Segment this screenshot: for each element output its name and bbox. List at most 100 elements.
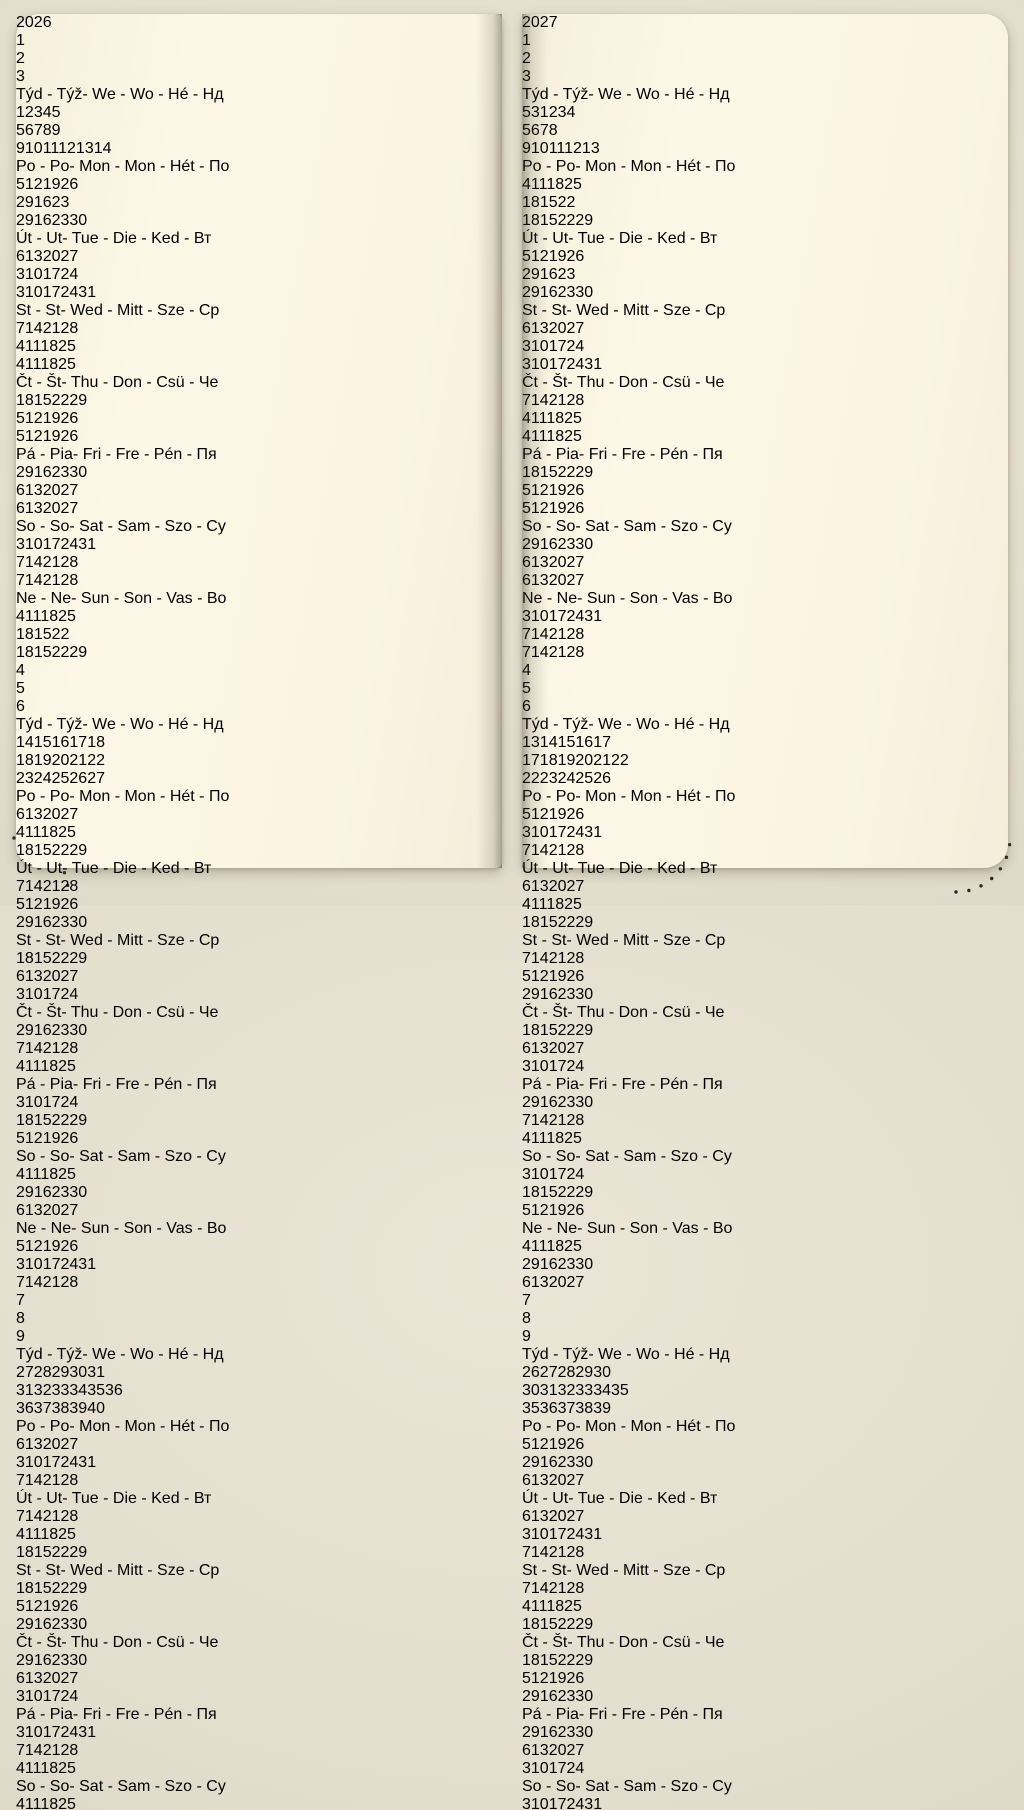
date-cell: 6 (522, 1472, 531, 1489)
month-9-cells: 3101724 (16, 1688, 502, 1706)
date-cell: 3 (16, 266, 25, 283)
week-number-cell: 33 (51, 1382, 70, 1399)
date-cell: 1 (522, 1652, 531, 1669)
row-label-primary: Po - Po (16, 158, 70, 175)
date-cell: 13 (530, 320, 549, 337)
month-8-cells: 5121926 (522, 1670, 1008, 1688)
row-label-primary: Po - Po (522, 788, 576, 805)
date-cell: 11 (24, 1166, 41, 1183)
week-number-cell: 15 (557, 734, 576, 751)
month-number: 9 (522, 1328, 531, 1345)
date-cell: 7 (16, 554, 25, 571)
date-cell: 21 (42, 572, 61, 589)
date-cell: 30 (575, 986, 594, 1003)
date-cell: 15 (33, 392, 52, 409)
month-9-cells: 29162330 (16, 1616, 502, 1634)
row-label: St - St- Wed - Mitt - Sze - Ср (522, 302, 1008, 320)
row-label-primary: St - St (522, 932, 567, 949)
weekday-row: Út - Ut- Tue - Die - Ked - Вт 5121926 2916… (522, 230, 1008, 302)
sunday-date-cell: 4 (16, 608, 25, 625)
date-cell: 7 (522, 950, 531, 967)
month-5-cells: 18152229 (522, 1184, 1008, 1202)
date-cell: 4 (16, 338, 25, 355)
date-cell: 22 (557, 212, 576, 229)
row-label: So - So- Sat - Sam - Szo - Су (16, 1778, 502, 1796)
month-3-cells: 29162330 (522, 284, 1008, 302)
date-cell: 26 (566, 482, 585, 499)
quarter-block-3: 7 8 9 Týd - Týž- We - Wo - Hé - Нд 272829303… (16, 1292, 502, 1810)
month-5-cells: 18152229 (16, 1112, 502, 1130)
sunday-date-cell: 1 (16, 626, 25, 643)
date-cell: 29 (575, 1652, 594, 1669)
date-cell: 10 (24, 1724, 43, 1741)
month-1-cells: 29162330 (16, 464, 502, 482)
date-cell: 10 (24, 1454, 43, 1471)
row-label-primary: St - St (16, 302, 61, 319)
row-label-primary: Ne - Ne (16, 1220, 72, 1237)
date-cell: 15 (539, 914, 558, 931)
date-cell: 23 (557, 1094, 576, 1111)
date-cell: 17 (42, 536, 61, 553)
week-number-cell: 30 (69, 1364, 88, 1381)
date-cell: 25 (58, 1166, 76, 1183)
date-cell: 16 (33, 194, 52, 211)
date-cell: 25 (58, 356, 76, 373)
date-cell: 10 (24, 266, 43, 283)
week-number-cell: 35 (87, 1382, 105, 1399)
row-label-primary: Pá - Pia (522, 1706, 579, 1723)
month-6-cells: 3101724 (522, 1058, 1008, 1076)
week-number-cell: 7 (33, 122, 43, 139)
date-cell: 14 (24, 320, 43, 337)
date-cell: 10 (530, 338, 549, 355)
date-cell: 20 (548, 1040, 567, 1057)
date-cell: 7 (16, 572, 25, 589)
date-cell: 7 (522, 1112, 531, 1129)
date-cell: 4 (16, 1796, 25, 1810)
date-cell: 13 (24, 968, 43, 985)
row-label-secondary: - Sun - Son - Vas - Во (71, 1220, 227, 1237)
sunday-date-cell: 22 (51, 626, 70, 643)
month-4-cells: 7142128 (16, 878, 502, 896)
month-5-cells: 4111825 (16, 824, 502, 842)
month-7-cells: 7142128 (522, 1580, 1008, 1598)
month-1-cells: 310172431 (522, 608, 1008, 626)
date-cell: 22 (557, 914, 576, 931)
date-cell: 18 (546, 1130, 565, 1147)
date-cell: 9 (24, 194, 34, 211)
weekday-row: St - St- Wed - Mitt - Sze - Ср 7142128 512… (522, 932, 1008, 1004)
week-number-cell: 26 (522, 1364, 540, 1381)
date-cell: 22 (51, 392, 70, 409)
month-number: 3 (16, 68, 25, 85)
date-cell: 29 (575, 914, 594, 931)
date-cell: 4 (522, 176, 531, 193)
month-5-cells: 7142128 (16, 1040, 502, 1058)
date-cell: 10 (530, 824, 549, 841)
date-cell: 1 (522, 212, 531, 229)
week-number-cell: 25 (51, 770, 70, 787)
row-label: St - St- Wed - Mitt - Sze - Ср (16, 1562, 502, 1580)
week-number-cell: 14 (16, 734, 34, 751)
week-number-cell: 11 (548, 140, 565, 157)
week-number-cell: 38 (51, 1400, 70, 1417)
month-4-cells: 4111825 (16, 1166, 502, 1184)
month-4-cells: 1314151617 (522, 734, 1008, 752)
week-number-cell: 26 (69, 770, 88, 787)
week-number-cell: 1 (16, 104, 25, 121)
weekday-row: So - So- Sat - Sam - Szo - Су 3101724 1815… (522, 1148, 1008, 1220)
date-cell: 9 (530, 266, 540, 283)
date-cell: 11 (24, 356, 41, 373)
date-cell: 2 (16, 212, 25, 229)
row-label-primary: Pá - Pia (16, 1076, 73, 1093)
date-cell: 13 (24, 248, 43, 265)
date-cell: 13 (24, 500, 43, 517)
month-9-cells: 6132027 (522, 1472, 1008, 1490)
date-cell: 29 (69, 1580, 88, 1597)
week-number-cell: 12 (58, 140, 76, 157)
date-cell: 18 (40, 356, 59, 373)
row-label-secondary: - Mon - Mon - Hét - По (575, 788, 736, 805)
week-number-cell: 5 (51, 104, 61, 121)
row-label-primary: Po - Po (16, 788, 70, 805)
date-cell: 8 (530, 1022, 540, 1039)
row-label-secondary: - Sat - Sam - Szo - Су (575, 1778, 732, 1795)
sunday-date-cell: 7 (522, 626, 531, 643)
